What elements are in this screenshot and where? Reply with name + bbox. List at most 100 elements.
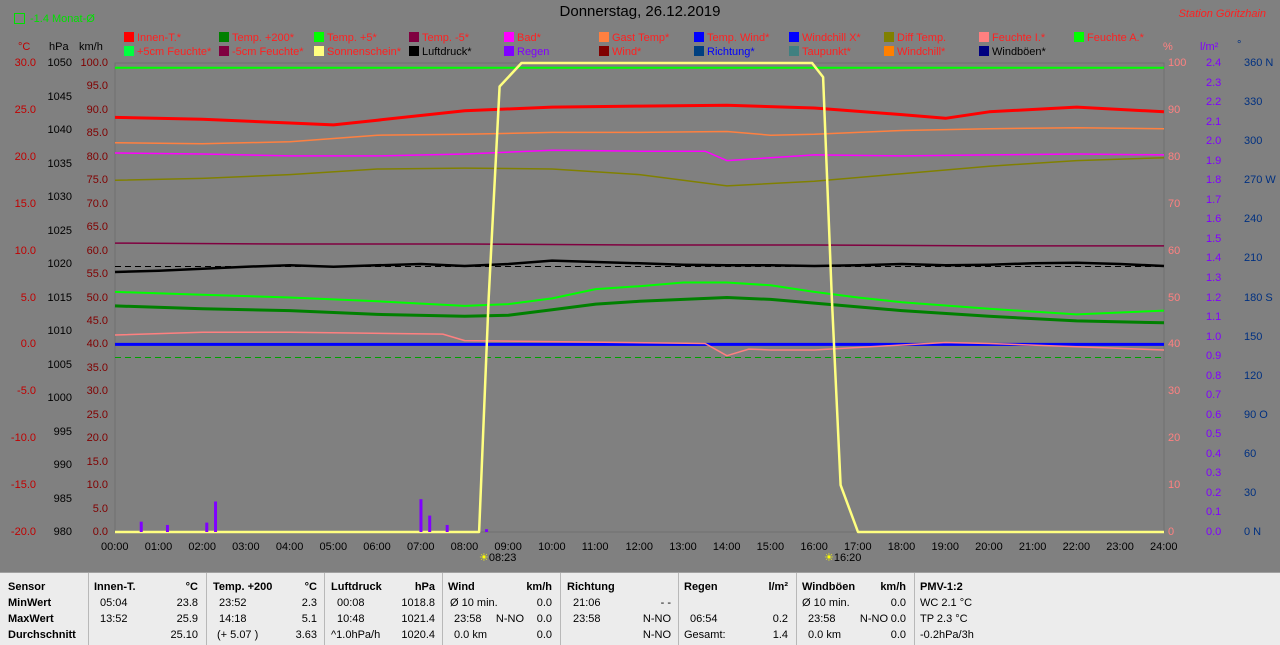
divider (914, 573, 915, 645)
rain-tick-label: 2.4 (1206, 57, 1222, 69)
stats-time: 05:04 (100, 597, 128, 609)
stats-time: 10:48 (337, 613, 365, 625)
legend-swatch-icon (1074, 32, 1084, 42)
temp-tick-label: -10.0 (10, 432, 36, 445)
temp-tick-label: 25.0 (14, 103, 36, 116)
rain-tick-label: 1.9 (1206, 154, 1222, 167)
legend-swatch-icon (789, 46, 799, 56)
legend-item[interactable]: Temp. +5* (314, 32, 377, 44)
legend-label: Diff Temp. (897, 32, 947, 44)
legend-swatch-icon (124, 46, 134, 56)
legend-item[interactable]: Gast Temp* (599, 32, 669, 44)
direction-tick-label: 240 (1244, 213, 1263, 226)
stats-column-title: Wind (448, 581, 475, 593)
rain-tick-label: 2.1 (1206, 115, 1222, 128)
legend-label: Feuchte I.* (992, 32, 1046, 44)
stats-windboeen-column: Windböen km/h Ø 10 min. 0.0 23:58 N-NO 0.0 0… (802, 579, 906, 643)
divider (796, 573, 797, 645)
x-tick-label: 05:00 (319, 541, 348, 553)
stats-value: 25.9 (176, 613, 198, 625)
temp-tick-label: 30.0 (14, 57, 36, 69)
x-tick-label: 23:00 (1106, 541, 1134, 553)
rain-tick-label: 0.6 (1206, 408, 1222, 421)
rain-bar (214, 501, 218, 532)
direction-tick-label: 180 S (1244, 291, 1273, 304)
temp-tick-label: -15.0 (10, 479, 36, 492)
legend-label: Regen (517, 46, 550, 58)
legend-item[interactable]: Wind* (599, 46, 641, 58)
pressure-unit: hPa (49, 41, 69, 53)
monthly-average-label: -1.4 Monat-Ø (30, 13, 95, 25)
legend-item[interactable]: Sonnenschein* (314, 46, 401, 58)
rain-tick-label: 1.3 (1206, 271, 1222, 284)
wind-tick-label: 0.0 (92, 526, 108, 538)
legend-item[interactable]: Bad* (504, 32, 541, 44)
x-tick-label: 07:00 (406, 541, 435, 553)
stats-column-title: Windböen (802, 581, 856, 593)
rain-tick-label: 0.1 (1206, 506, 1222, 519)
legend-item[interactable]: Windchill X* (789, 32, 861, 44)
legend-item[interactable]: +5cm Feuchte* (124, 46, 211, 58)
legend-item[interactable]: Temp. -5* (409, 32, 469, 44)
rain-tick-label: 0.8 (1206, 369, 1222, 382)
rain-bar (419, 499, 423, 532)
direction-tick-label: 120 (1244, 369, 1263, 382)
rain-tick-label: 1.1 (1206, 311, 1222, 324)
legend-item[interactable]: Windböen* (979, 46, 1046, 58)
station-name: Station Göritzhain (1178, 8, 1266, 20)
legend-item[interactable]: Windchill* (884, 46, 945, 58)
legend-label: Richtung* (707, 46, 755, 58)
sunset-time: 16:20 (833, 552, 862, 564)
legend-item[interactable]: Feuchte A.* (1074, 32, 1144, 44)
legend-item[interactable]: Richtung* (694, 46, 755, 58)
stats-time: 14:18 (219, 613, 247, 625)
weather-chart (114, 61, 1165, 534)
percent-tick-label: 10 (1168, 479, 1181, 492)
legend-item[interactable]: Regen (504, 46, 549, 58)
x-tick-label: 03:00 (232, 541, 260, 553)
divider (560, 573, 561, 645)
wind-tick-label: 80.0 (86, 150, 108, 163)
wind-tick-label: 60.0 (86, 244, 108, 257)
sun-icon: ☀ (479, 552, 489, 564)
stats-value: 1021.4 (401, 613, 435, 625)
x-tick-label: 20:00 (975, 541, 1003, 553)
stats-value: 0.0 (890, 613, 906, 625)
legend-item[interactable]: Innen-T.* (124, 32, 181, 44)
wind-unit: km/h (79, 41, 103, 53)
rain-bar (445, 524, 449, 532)
x-tick-label: 15:00 (756, 541, 785, 553)
series-line-temp-5 (114, 281, 1165, 316)
pressure-tick-label: 1030 (47, 191, 72, 203)
legend-label: Luftdruck* (422, 46, 472, 58)
temp-tick-label: 0.0 (20, 338, 36, 351)
divider (678, 573, 679, 645)
rain-tick-label: 0.2 (1206, 486, 1222, 499)
legend-label: Temp. +5* (327, 32, 377, 44)
pressure-tick-label: 1045 (47, 90, 72, 103)
rain-tick-label: 1.2 (1206, 291, 1222, 304)
stats-richtung-column: Richtung 21:06 - - 23:58 N-NO N-NO (567, 579, 671, 643)
direction-tick-label: 60 (1244, 447, 1257, 460)
legend-item[interactable]: Temp. +200* (219, 32, 294, 44)
stats-column-title: Luftdruck (331, 581, 382, 593)
legend-item[interactable]: Taupunkt* (789, 46, 851, 58)
legend-label: Innen-T.* (137, 32, 182, 44)
legend-item[interactable]: Feuchte I.* (979, 32, 1045, 44)
legend-item[interactable]: Diff Temp. (884, 32, 946, 44)
sunrise-marker: ☀08:23 (479, 552, 516, 564)
stats-time: Ø 10 min. (450, 597, 498, 609)
series-line-sonnenschein (115, 61, 1164, 534)
percent-tick-label: 70 (1168, 197, 1181, 210)
stats-time: (+ 5.07 ) (217, 629, 259, 641)
series-line-innen-t (114, 103, 1165, 127)
legend-item[interactable]: Luftdruck* (409, 46, 472, 58)
stats-column-title: Innen-T. (94, 581, 136, 593)
legend-item[interactable]: -5cm Feuchte* (219, 46, 304, 58)
legend-swatch-icon (124, 32, 134, 42)
stats-column-unit: km/h (880, 581, 906, 593)
legend-item[interactable]: Temp. Wind* (694, 32, 769, 44)
pressure-tick-label: 1050 (47, 57, 72, 69)
rain-bar (485, 529, 489, 532)
legend-label: Temp. -5* (422, 32, 470, 44)
